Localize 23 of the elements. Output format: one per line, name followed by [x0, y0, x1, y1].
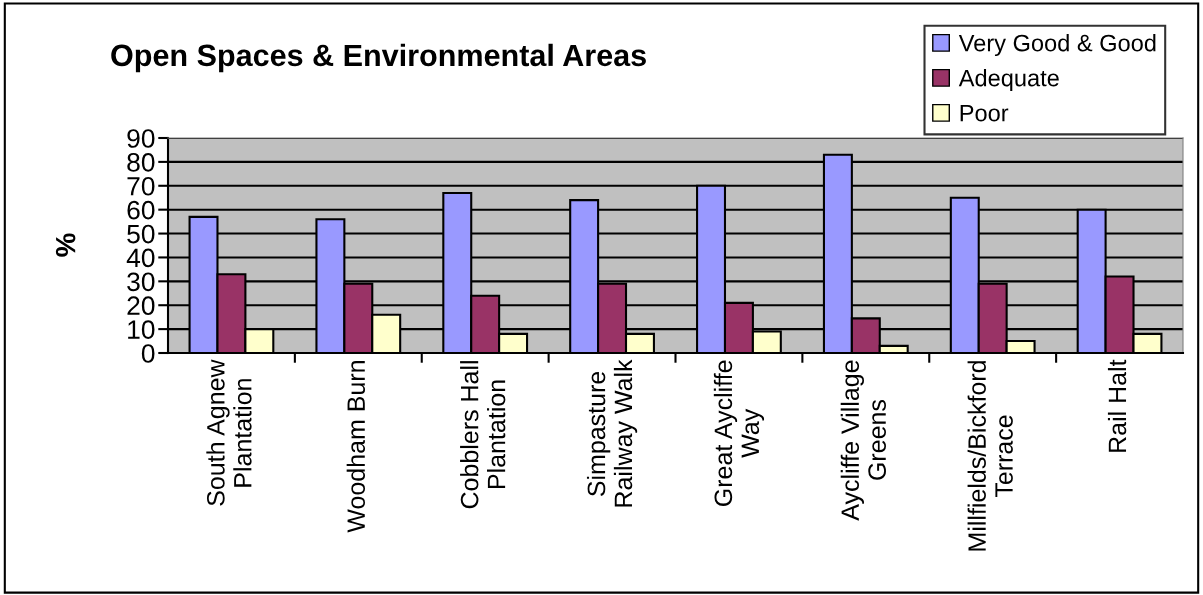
y-tick-label: 40 [126, 248, 155, 268]
x-tick-label: Rail Halt [1107, 359, 1127, 452]
x-tick-label: Aycliffe Village Greens [840, 360, 886, 521]
y-tick-label: 50 [127, 224, 155, 244]
x-tick-label: Woodham Burn [346, 361, 366, 533]
x-tick-label: Simpasture Railway Walk [586, 359, 638, 507]
x-tick-label: South Agnew Plantation [206, 359, 252, 506]
legend-label: Very Good & Good [958, 34, 1156, 57]
legend-label: Poor [960, 104, 1009, 122]
y-tick-label: 0 [141, 344, 155, 363]
y-tick-label: 20 [127, 296, 155, 316]
chart-title: Open Spaces & Environmental Areas [111, 43, 646, 73]
x-tick-label: Cobblers Hall Plantation [460, 361, 506, 509]
y-tick-label: 70 [127, 176, 155, 196]
x-tick-label: Millfields/Bickford Terrace [967, 361, 1013, 551]
y-axis-title: % [55, 233, 76, 257]
y-tick-label: 90 [127, 129, 155, 148]
y-tick-label: 10 [128, 320, 155, 339]
y-tick-label: 80 [127, 153, 155, 172]
y-tick-label: 60 [127, 200, 155, 220]
x-tick-label: Great Aycliffe Way [713, 360, 765, 506]
y-tick-label: 30 [127, 272, 155, 292]
legend-label: Adequate [958, 69, 1059, 92]
